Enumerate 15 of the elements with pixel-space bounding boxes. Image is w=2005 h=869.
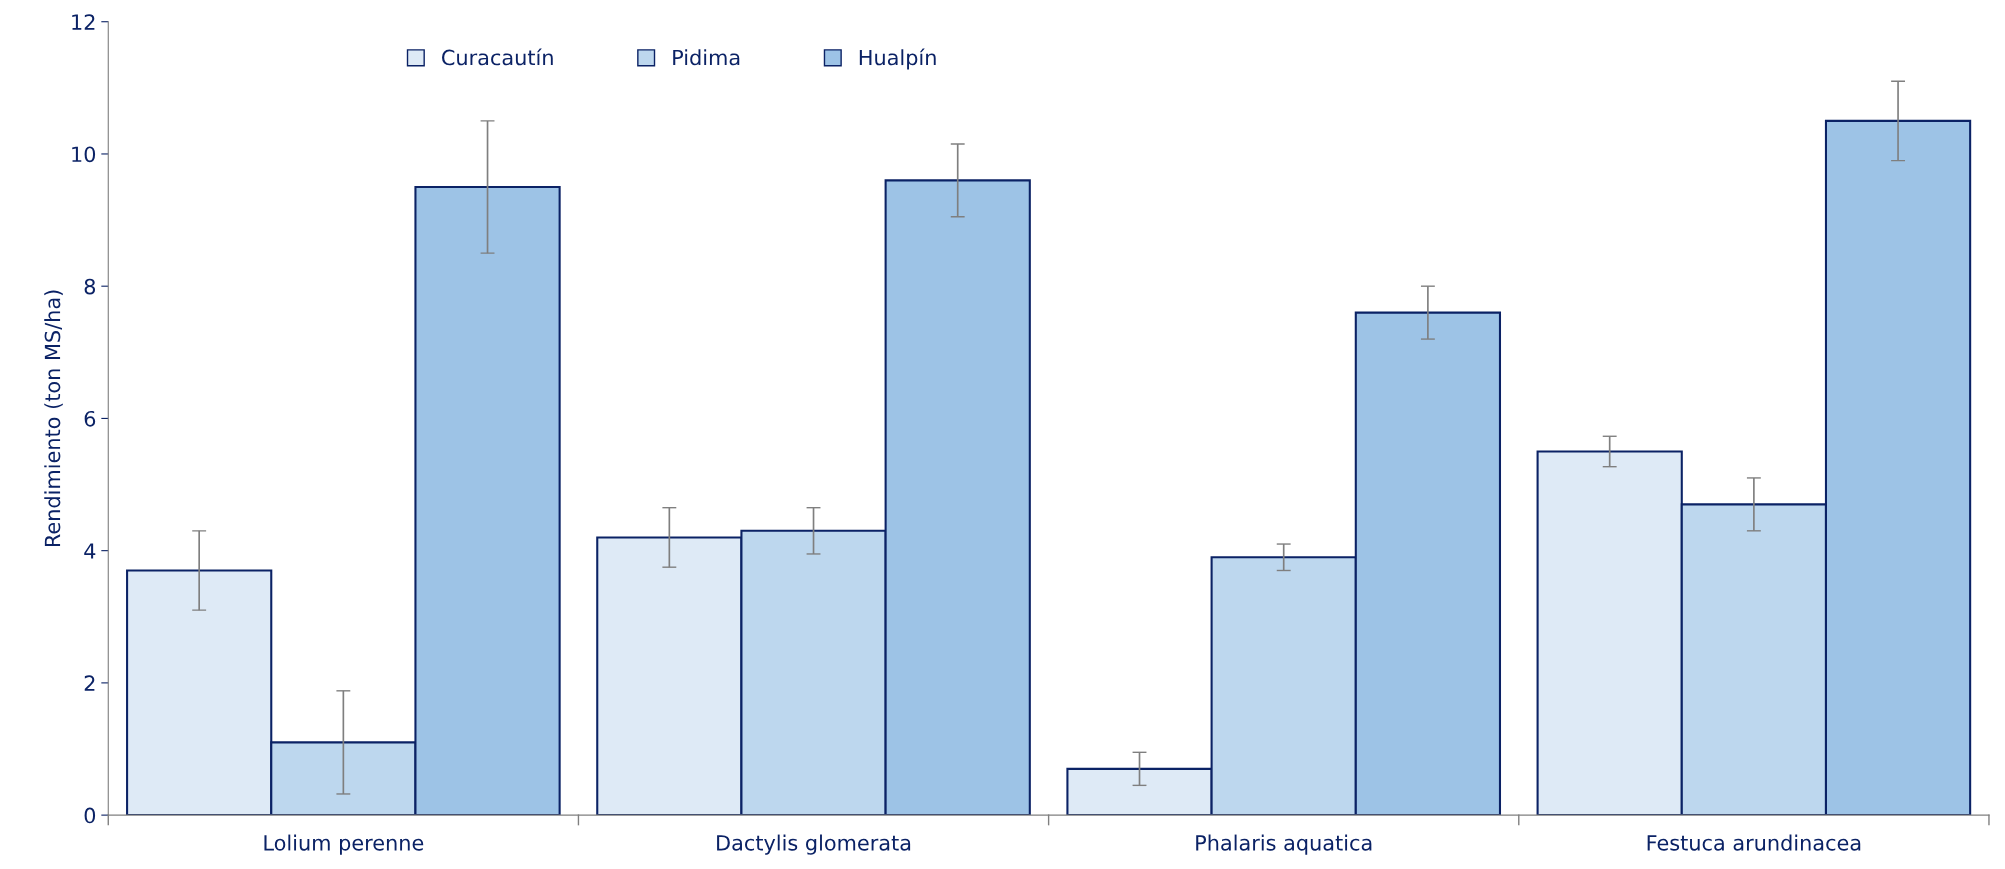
legend-label: Curacautín bbox=[442, 48, 553, 66]
y-tick-label: 12 bbox=[72, 14, 95, 30]
legend-label: Hualpín bbox=[859, 48, 936, 70]
y-tick-label: 6 bbox=[84, 410, 96, 427]
y-axis-title: Rendimiento (ton MS/ha) bbox=[44, 290, 63, 547]
y-tick-label: 10 bbox=[72, 146, 96, 163]
x-tick-label: Phalaris aquatica bbox=[1196, 834, 1372, 855]
y-tick-label: 8 bbox=[84, 278, 96, 295]
y-tick-label: 4 bbox=[84, 543, 96, 559]
y-tick-label: 0 bbox=[84, 807, 96, 824]
legend-label: Pidima bbox=[673, 49, 740, 66]
x-tick-label: Festuca arundinacea bbox=[1647, 834, 1861, 851]
x-tick-label: Lolium perenne bbox=[264, 834, 424, 855]
x-tick-label: Dactylis glomerata bbox=[717, 834, 911, 855]
y-tick-label: 2 bbox=[84, 675, 95, 691]
